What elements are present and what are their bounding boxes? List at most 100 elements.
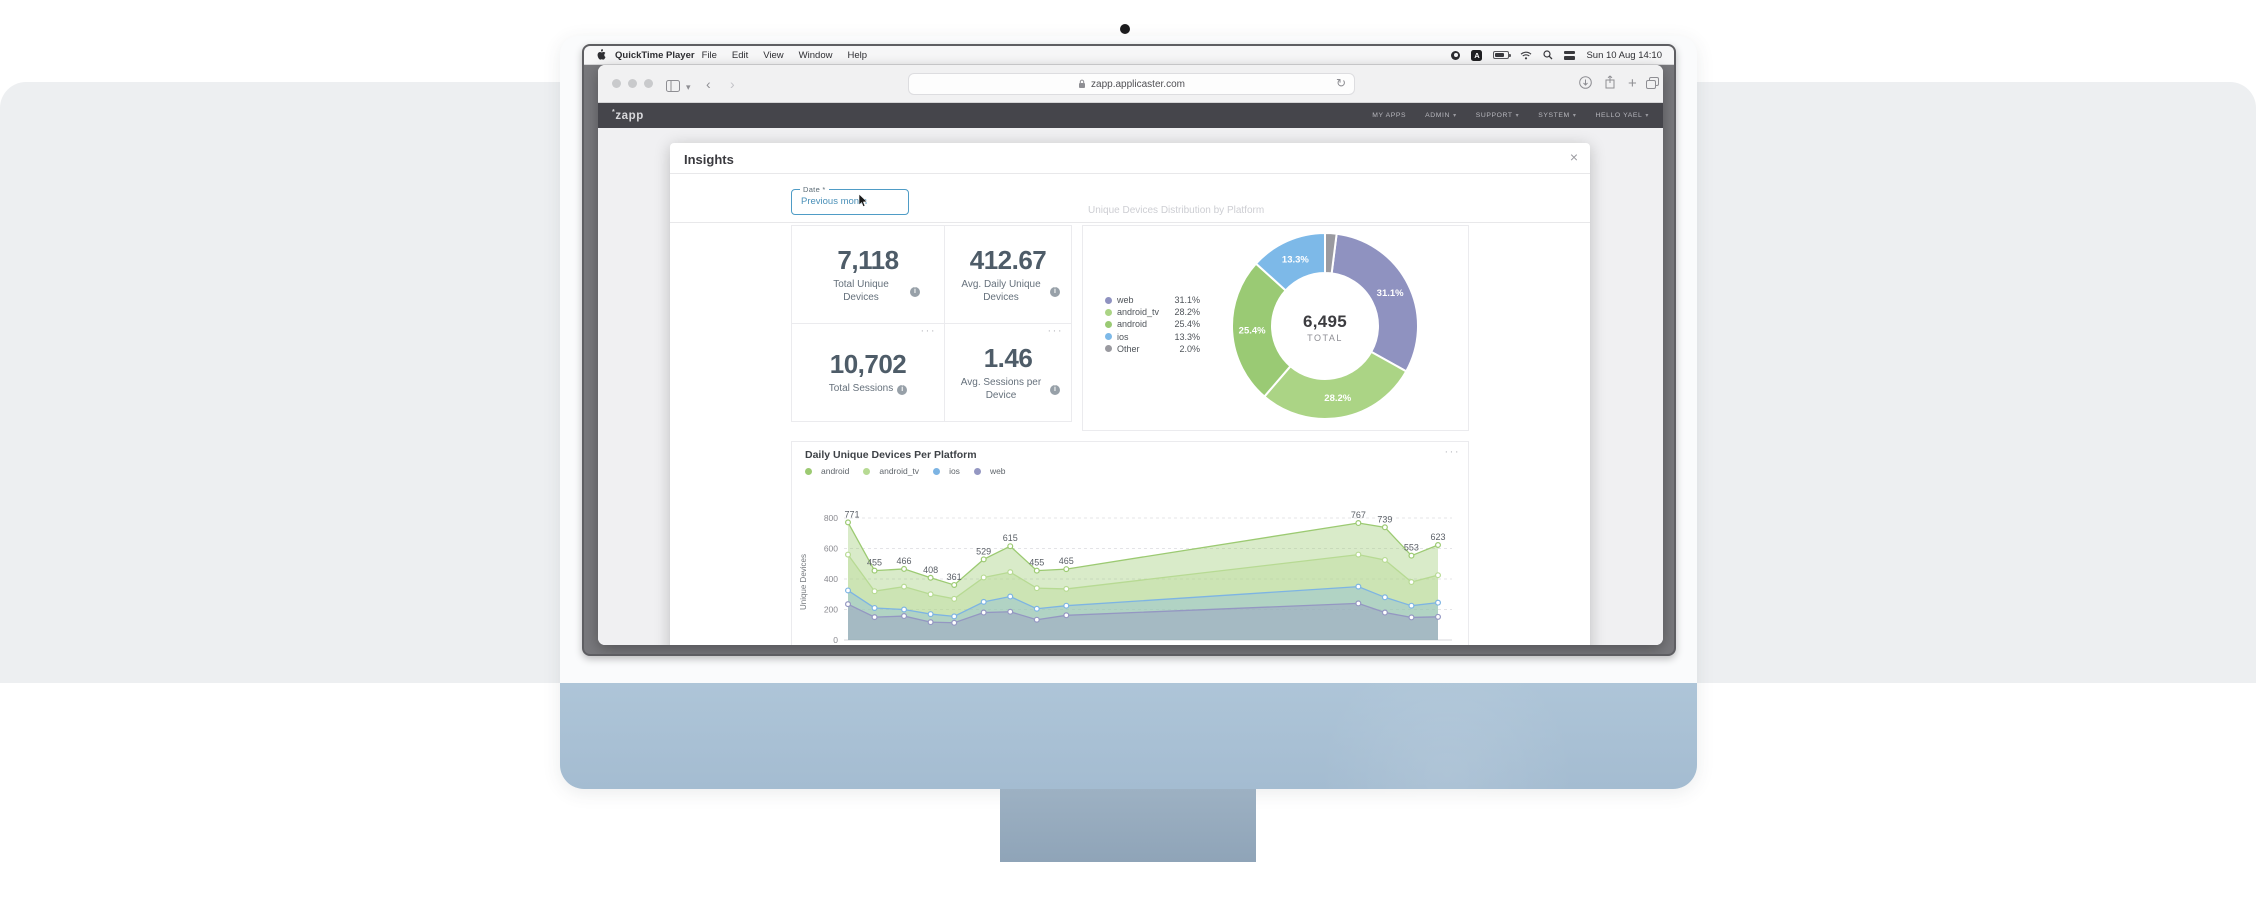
back-icon[interactable]: ‹ [706, 76, 711, 92]
donut-slice-web[interactable] [1330, 232, 1419, 373]
data-point-android[interactable] [1408, 552, 1415, 559]
data-point-ios[interactable] [1434, 599, 1441, 606]
data-point-web[interactable] [1063, 612, 1070, 619]
spotlight-icon[interactable] [1543, 50, 1553, 60]
info-icon[interactable]: i [1050, 286, 1060, 297]
data-point-android_tv[interactable] [1007, 569, 1014, 576]
data-point-web[interactable] [927, 619, 934, 626]
data-point-web[interactable] [844, 601, 851, 608]
data-point-web[interactable] [871, 614, 878, 621]
donut-slice-android[interactable] [1231, 262, 1292, 398]
data-point-android[interactable] [1355, 520, 1362, 527]
donut-slice-android_tv[interactable] [1262, 350, 1408, 420]
data-point-android_tv[interactable] [927, 591, 934, 598]
data-point-ios[interactable] [871, 604, 878, 611]
date-filter-field[interactable]: Date * Previous month [791, 185, 909, 215]
info-icon[interactable]: i [897, 384, 908, 395]
download-icon[interactable] [1579, 74, 1592, 94]
menubar-item-help[interactable]: Help [847, 49, 868, 61]
apple-logo-icon[interactable] [596, 49, 606, 61]
data-point-ios[interactable] [951, 613, 958, 620]
control-center-icon[interactable] [1451, 50, 1461, 60]
legend-item-ios[interactable]: ios [933, 466, 960, 476]
data-point-android_tv[interactable] [1355, 551, 1362, 558]
data-point-web[interactable] [1033, 616, 1040, 623]
data-point-android[interactable] [927, 574, 934, 581]
sidebar-icon[interactable] [666, 77, 680, 97]
data-point-ios[interactable] [1063, 602, 1070, 609]
data-point-web[interactable] [901, 613, 908, 620]
data-point-android[interactable] [901, 565, 908, 572]
forward-icon[interactable]: › [730, 76, 735, 92]
nav-item-support[interactable]: SUPPORT ▾ [1476, 112, 1520, 119]
data-point-android[interactable] [1007, 543, 1014, 550]
address-bar[interactable]: zapp.applicaster.com ↻ [908, 73, 1355, 95]
legend-item-android[interactable]: android [805, 466, 849, 476]
data-point-android_tv[interactable] [951, 595, 958, 602]
data-point-android[interactable] [844, 519, 851, 526]
menubar-app-name[interactable]: QuickTime Player [615, 49, 695, 61]
menubar-item-file[interactable]: File [701, 49, 717, 61]
data-point-web[interactable] [1381, 609, 1388, 616]
tabs-overview-icon[interactable] [1646, 74, 1659, 94]
nav-item-system[interactable]: SYSTEM ▾ [1538, 112, 1576, 119]
info-icon[interactable]: i [910, 286, 920, 297]
data-point-web[interactable] [1355, 600, 1362, 607]
traffic-light-zoom-button[interactable] [644, 79, 653, 88]
data-point-android_tv[interactable] [1434, 572, 1441, 579]
data-point-ios[interactable] [980, 598, 987, 605]
data-point-android[interactable] [951, 581, 958, 588]
donut-slice-Other[interactable] [1324, 231, 1338, 275]
menubar-item-window[interactable]: Window [798, 49, 833, 61]
data-point-android_tv[interactable] [980, 574, 987, 581]
data-point-ios[interactable] [1007, 593, 1014, 600]
data-point-web[interactable] [951, 619, 958, 626]
data-point-android[interactable] [980, 556, 987, 563]
share-icon[interactable] [1604, 74, 1616, 94]
card-menu-dots[interactable]: ··· [1047, 325, 1063, 337]
zapp-logo[interactable]: *zapp [612, 109, 644, 122]
data-point-ios[interactable] [901, 606, 908, 613]
data-point-web[interactable] [1007, 608, 1014, 615]
data-point-android_tv[interactable] [1063, 585, 1070, 592]
wifi-icon[interactable] [1520, 51, 1532, 60]
nav-item-admin[interactable]: ADMIN ▾ [1425, 112, 1457, 119]
data-point-android[interactable] [871, 567, 878, 574]
legend-item-android_tv[interactable]: android_tv [863, 466, 919, 476]
info-icon[interactable]: i [1050, 384, 1060, 395]
data-point-android[interactable] [1434, 541, 1441, 548]
data-point-android_tv[interactable] [1408, 579, 1415, 586]
chevron-down-icon[interactable]: ▾ [686, 82, 691, 92]
data-point-android_tv[interactable] [1381, 556, 1388, 563]
data-point-android_tv[interactable] [871, 588, 878, 595]
data-point-android_tv[interactable] [901, 583, 908, 590]
nav-item-hello-yael[interactable]: HELLO YAEL ▾ [1595, 112, 1649, 119]
window-stack-icon[interactable] [1564, 50, 1576, 60]
data-point-android_tv[interactable] [1033, 585, 1040, 592]
menubar-item-view[interactable]: View [763, 49, 784, 61]
data-point-web[interactable] [1408, 614, 1415, 621]
battery-icon[interactable] [1493, 51, 1512, 59]
data-point-ios[interactable] [1408, 602, 1415, 609]
nav-item-my-apps[interactable]: MY APPS [1372, 112, 1406, 119]
traffic-light-close-button[interactable] [612, 79, 621, 88]
card-menu-dots[interactable]: ··· [1444, 446, 1460, 458]
data-point-android[interactable] [1033, 567, 1040, 574]
legend-item-web[interactable]: web [973, 466, 1006, 476]
reload-icon[interactable]: ↻ [1335, 76, 1346, 90]
data-point-web[interactable] [980, 609, 987, 616]
close-icon[interactable]: × [1569, 149, 1578, 165]
data-point-ios[interactable] [927, 611, 934, 618]
data-point-ios[interactable] [844, 587, 851, 594]
data-point-android[interactable] [1063, 566, 1070, 573]
new-tab-icon[interactable]: + [1628, 75, 1637, 92]
data-point-ios[interactable] [1355, 583, 1362, 590]
keyboard-layout-icon[interactable]: A [1471, 49, 1483, 61]
data-point-android[interactable] [1381, 524, 1388, 531]
card-menu-dots[interactable]: ··· [920, 325, 936, 337]
menubar-clock[interactable]: Sun 10 Aug 14:10 [1586, 49, 1662, 61]
data-point-android_tv[interactable] [844, 551, 851, 558]
data-point-ios[interactable] [1033, 605, 1040, 612]
data-point-web[interactable] [1434, 613, 1441, 620]
menubar-item-edit[interactable]: Edit [731, 49, 749, 61]
